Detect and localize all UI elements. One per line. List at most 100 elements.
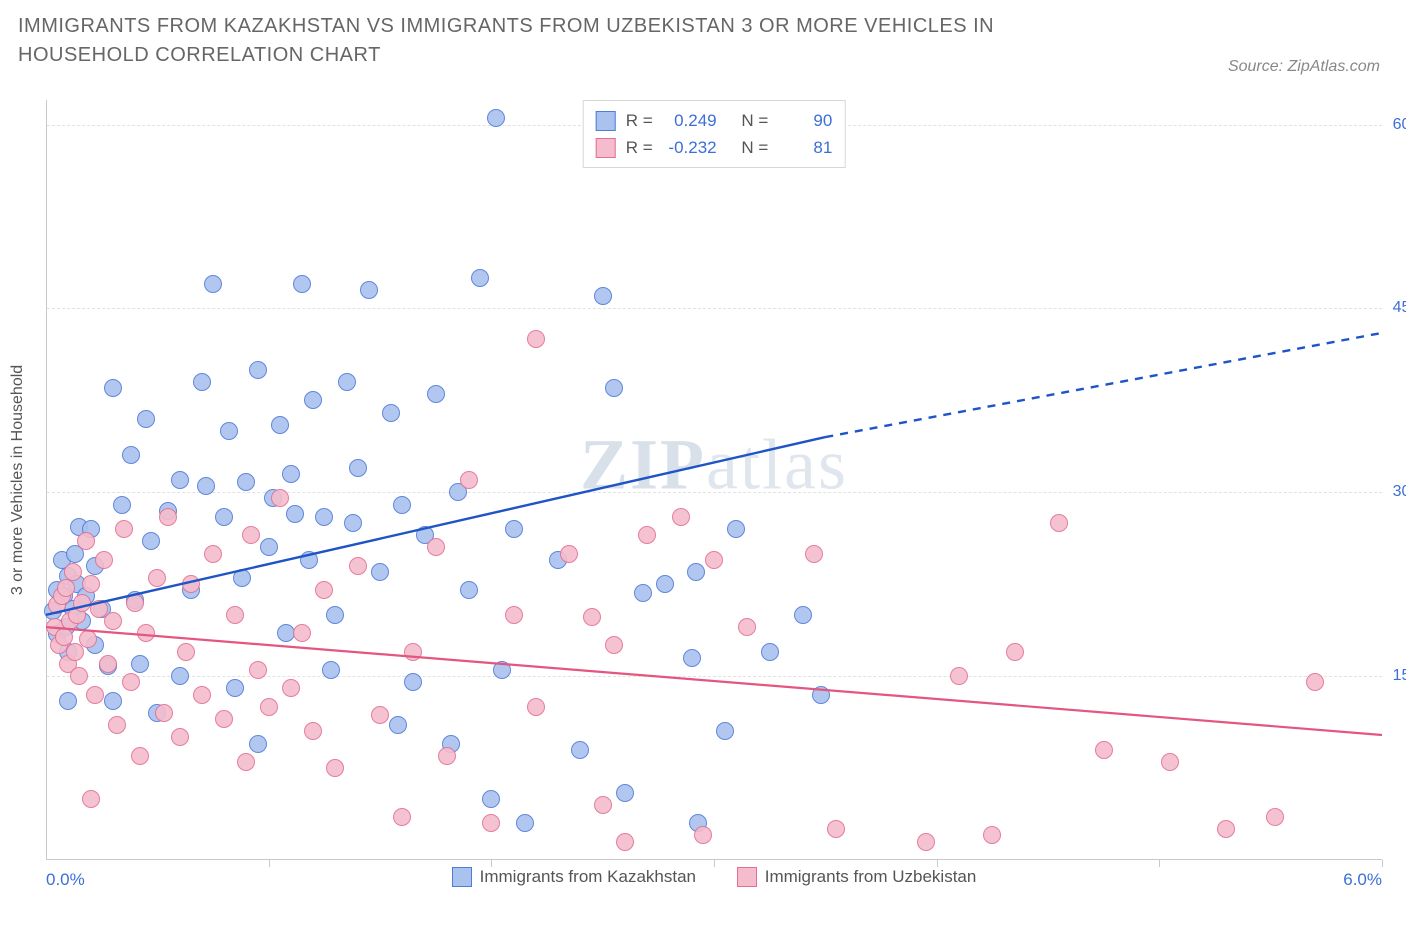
scatter-point — [193, 686, 211, 704]
scatter-point — [505, 520, 523, 538]
scatter-point — [148, 569, 166, 587]
scatter-point — [104, 692, 122, 710]
scatter-point — [137, 410, 155, 428]
scatter-point — [182, 575, 200, 593]
scatter-point — [171, 728, 189, 746]
scatter-point — [382, 404, 400, 422]
scatter-point — [137, 624, 155, 642]
scatter-point — [77, 532, 95, 550]
scatter-point — [193, 373, 211, 391]
scatter-point — [393, 496, 411, 514]
scatter-point — [249, 661, 267, 679]
scatter-point — [605, 379, 623, 397]
scatter-point — [237, 753, 255, 771]
gridline — [47, 492, 1382, 493]
scatter-point — [917, 833, 935, 851]
scatter-point — [1217, 820, 1235, 838]
scatter-point — [260, 538, 278, 556]
scatter-point — [349, 459, 367, 477]
scatter-point — [104, 379, 122, 397]
scatter-point — [427, 538, 445, 556]
scatter-point — [487, 109, 505, 127]
scatter-point — [122, 446, 140, 464]
legend-r-value-0: 0.249 — [663, 107, 717, 134]
y-tick-label: 60.0% — [1386, 116, 1406, 134]
scatter-point — [86, 686, 104, 704]
scatter-point — [605, 636, 623, 654]
y-tick-label: 15.0% — [1386, 667, 1406, 685]
scatter-point — [131, 747, 149, 765]
scatter-point — [108, 716, 126, 734]
scatter-point — [113, 496, 131, 514]
scatter-point — [1306, 673, 1324, 691]
gridline — [47, 676, 1382, 677]
scatter-point — [827, 820, 845, 838]
scatter-point — [70, 667, 88, 685]
scatter-point — [616, 833, 634, 851]
legend-r-label: R = — [626, 107, 653, 134]
legend-n-label: N = — [741, 134, 768, 161]
scatter-point — [115, 520, 133, 538]
legend-item-uzbekistan: Immigrants from Uzbekistan — [737, 867, 977, 887]
scatter-point — [672, 508, 690, 526]
scatter-point — [656, 575, 674, 593]
y-tick-label: 45.0% — [1386, 299, 1406, 317]
x-tick — [1382, 860, 1383, 867]
scatter-point — [812, 686, 830, 704]
scatter-point — [226, 679, 244, 697]
legend-n-value-0: 90 — [778, 107, 832, 134]
scatter-point — [64, 563, 82, 581]
scatter-point — [73, 594, 91, 612]
scatter-point — [616, 784, 634, 802]
scatter-point — [404, 673, 422, 691]
scatter-point — [482, 814, 500, 832]
scatter-point — [594, 287, 612, 305]
scatter-point — [233, 569, 251, 587]
x-axis-max-label: 6.0% — [1343, 870, 1382, 890]
scatter-point — [99, 655, 117, 673]
scatter-point — [1050, 514, 1068, 532]
scatter-point — [242, 526, 260, 544]
legend-label-uzbekistan: Immigrants from Uzbekistan — [765, 867, 977, 887]
legend-stats-row-1: R = -0.232 N = 81 — [596, 134, 833, 161]
scatter-point — [389, 716, 407, 734]
x-tick — [1159, 860, 1160, 867]
legend-swatch-uzbekistan — [596, 138, 616, 158]
scatter-point — [293, 275, 311, 293]
scatter-point — [131, 655, 149, 673]
scatter-point — [683, 649, 701, 667]
chart-title: IMMIGRANTS FROM KAZAKHSTAN VS IMMIGRANTS… — [18, 12, 1118, 70]
scatter-point — [197, 477, 215, 495]
scatter-point — [983, 826, 1001, 844]
scatter-point — [177, 643, 195, 661]
scatter-point — [482, 790, 500, 808]
scatter-point — [761, 643, 779, 661]
scatter-point — [583, 608, 601, 626]
legend-r-value-1: -0.232 — [663, 134, 717, 161]
scatter-point — [560, 545, 578, 563]
scatter-point — [371, 706, 389, 724]
scatter-point — [57, 579, 75, 597]
legend-r-label: R = — [626, 134, 653, 161]
scatter-point — [360, 281, 378, 299]
legend-n-value-1: 81 — [778, 134, 832, 161]
scatter-point — [282, 465, 300, 483]
scatter-point — [237, 473, 255, 491]
scatter-point — [271, 416, 289, 434]
scatter-point — [344, 514, 362, 532]
scatter-point — [122, 673, 140, 691]
scatter-point — [326, 759, 344, 777]
scatter-point — [79, 630, 97, 648]
scatter-point — [738, 618, 756, 636]
chart-source: Source: ZipAtlas.com — [1228, 58, 1380, 76]
scatter-point — [505, 606, 523, 624]
scatter-point — [171, 667, 189, 685]
scatter-point — [393, 808, 411, 826]
y-axis-line — [46, 100, 47, 860]
regression-line — [46, 627, 1382, 735]
scatter-point — [142, 532, 160, 550]
scatter-point — [687, 563, 705, 581]
x-tick — [491, 860, 492, 867]
scatter-point — [571, 741, 589, 759]
scatter-point — [215, 710, 233, 728]
